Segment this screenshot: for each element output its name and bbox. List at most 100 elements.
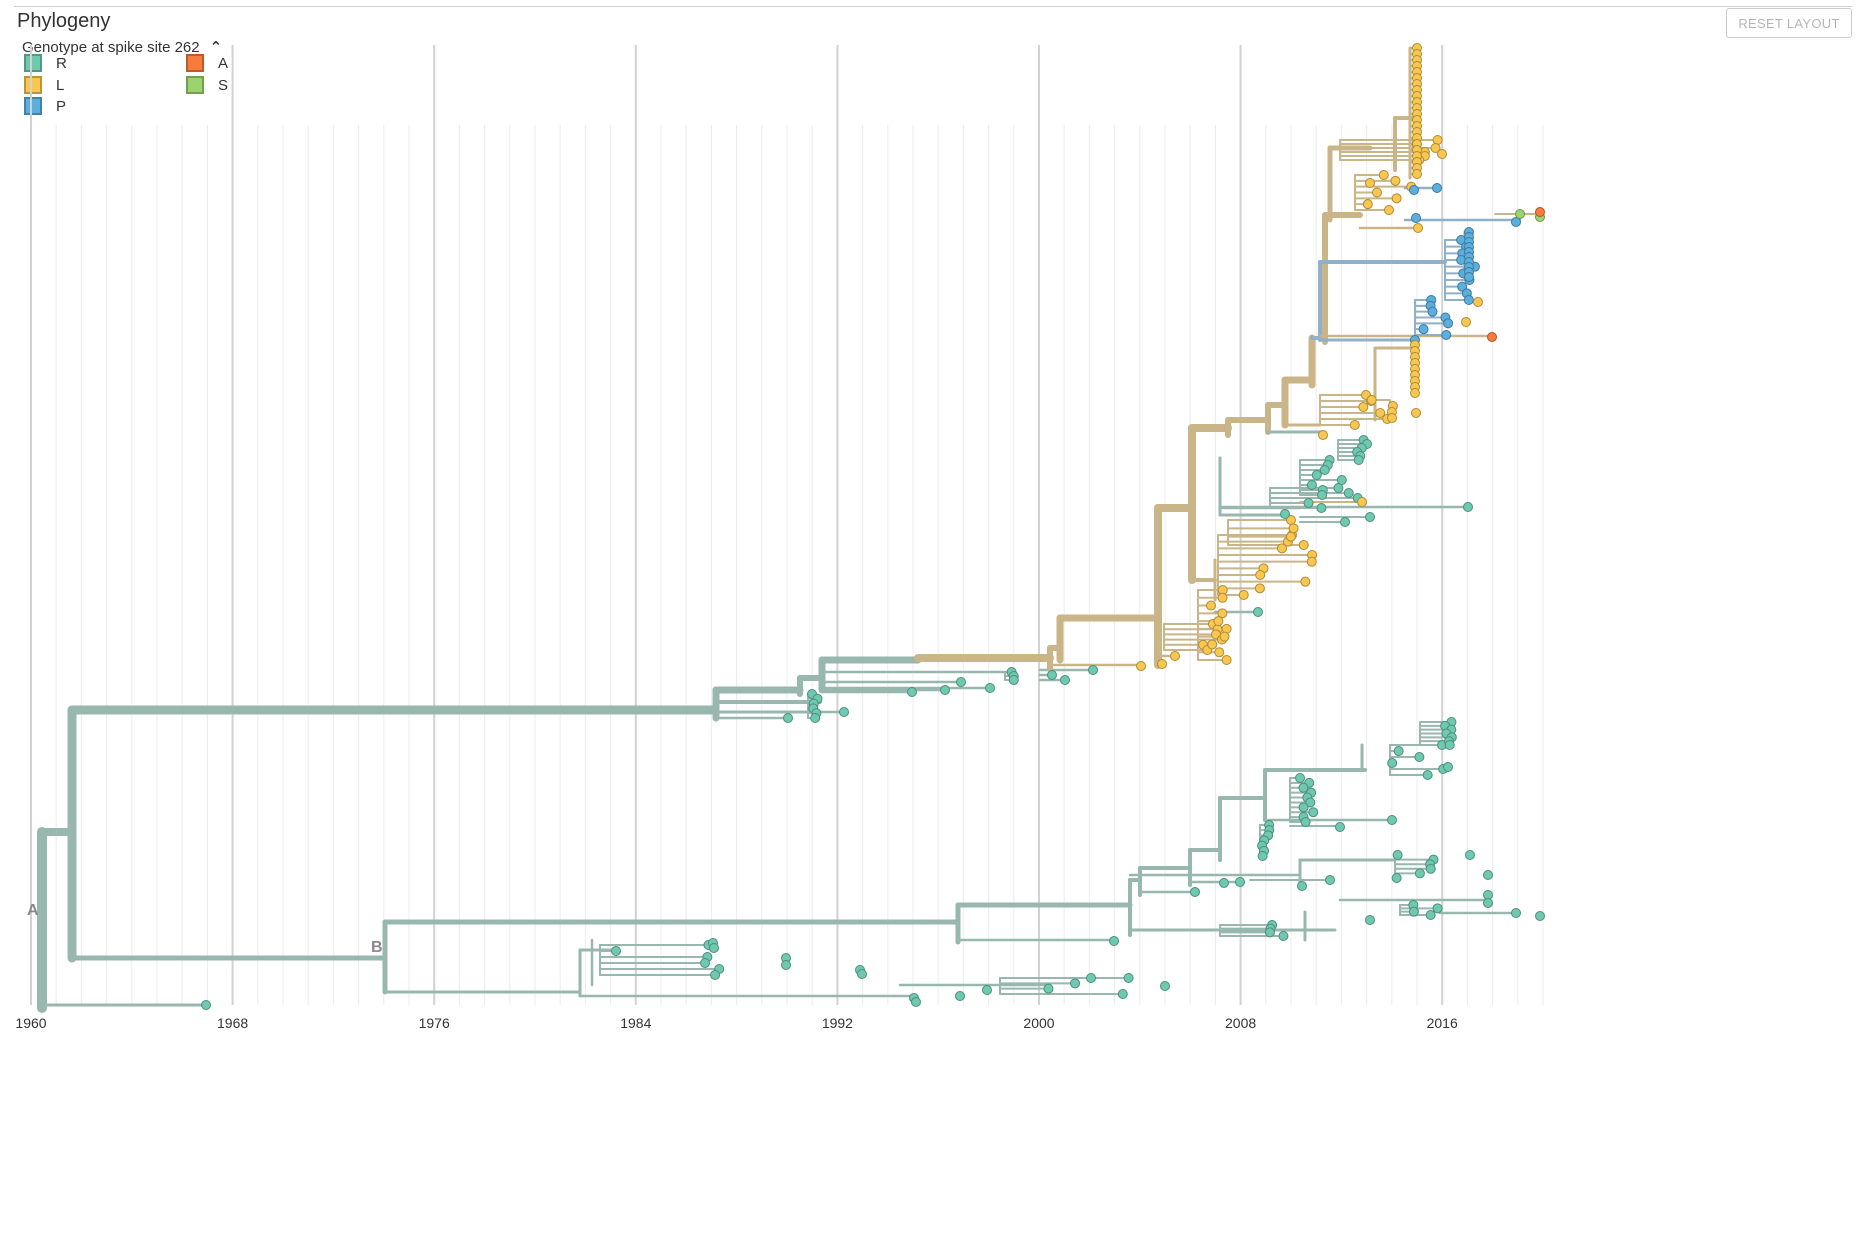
tip-node (1319, 465, 1330, 475)
tip-node (1109, 936, 1119, 946)
tip-node (1295, 773, 1306, 783)
tip-node (1221, 655, 1232, 665)
tip-node (1308, 807, 1319, 818)
legend-swatch-r (24, 54, 42, 72)
time-axis: 1960 1968 1976 1984 1992 2000 2008 2016 (15, 1015, 1458, 1031)
tip-node (1264, 927, 1275, 938)
tip-node (1366, 395, 1377, 405)
legend-item-r[interactable]: R (24, 54, 67, 72)
tip-node (940, 685, 950, 695)
tip-node (1409, 185, 1419, 195)
tip-node (1276, 543, 1287, 554)
clade-labels: AB (27, 902, 383, 956)
tip-node (1213, 616, 1224, 627)
legend-swatch-l (24, 76, 42, 94)
tip-node (1217, 592, 1228, 603)
tip-node (1430, 143, 1441, 153)
legend-label-l: L (56, 76, 65, 94)
axis-tick-label: 1992 (822, 1015, 853, 1031)
legend-swatch-p (24, 97, 42, 115)
tip-node (1437, 149, 1447, 159)
tip-node (1219, 878, 1229, 888)
tip-node (1288, 523, 1299, 534)
tip-node (1353, 455, 1364, 465)
tip-node (1392, 850, 1403, 860)
tip-node (1340, 517, 1350, 527)
panel-title: Phylogeny (17, 10, 111, 32)
axis-tick-label: 2008 (1225, 1015, 1256, 1031)
tip-node (1070, 978, 1081, 989)
tip-node (1060, 675, 1070, 685)
tip-node (1414, 868, 1425, 879)
tip-node (955, 991, 965, 1001)
legend-item-s[interactable]: S (186, 76, 228, 94)
tip-node (1375, 408, 1386, 418)
tip-node (1305, 797, 1316, 808)
tip-node (1463, 502, 1473, 512)
tip-node (810, 713, 821, 723)
tip-node (1285, 531, 1296, 542)
tip-node (1414, 752, 1425, 762)
tip-node (1136, 661, 1146, 671)
legend-item-l[interactable]: L (24, 76, 64, 94)
clade-label: B (371, 939, 383, 956)
tip-node (1410, 388, 1420, 398)
tip-node (1303, 498, 1314, 508)
axis-tick-label: 1960 (15, 1015, 46, 1031)
tip-node (700, 958, 711, 968)
tip-node (1207, 639, 1218, 650)
legend-toggle[interactable]: Genotype at spike site 262 ⌃ (22, 38, 223, 57)
tip-node (1418, 324, 1429, 335)
tip-node (907, 687, 917, 697)
tip-node (1365, 512, 1375, 522)
tip-node (1257, 851, 1268, 861)
tip-node (1427, 306, 1438, 317)
tip-node (1343, 488, 1354, 498)
tip-node (1043, 983, 1054, 994)
tip-node (1383, 205, 1394, 215)
legend-item-a[interactable]: A (186, 54, 228, 72)
reset-layout-button[interactable]: RESET LAYOUT (1726, 8, 1852, 38)
tip-node (982, 985, 992, 995)
tip-node (1443, 318, 1454, 329)
tip-node (1422, 770, 1433, 780)
tip-node (1412, 169, 1422, 179)
tip-node (1441, 330, 1452, 340)
tip-node (857, 969, 867, 979)
tree-branches (37, 46, 1541, 1013)
tip-node (1387, 413, 1398, 423)
tip-node (1390, 175, 1401, 186)
legend-item-p[interactable]: P (24, 97, 66, 115)
axis-tick-label: 1984 (620, 1015, 651, 1031)
tip-node (1306, 556, 1317, 567)
tip-node (1413, 223, 1423, 233)
tip-node (1425, 863, 1436, 874)
tip-node (1444, 740, 1455, 750)
tip-node (1297, 881, 1307, 891)
tip-node (1317, 490, 1328, 500)
tip-node (1487, 332, 1497, 342)
tip-node (709, 943, 719, 953)
tip-node (1365, 178, 1375, 188)
tip-node (1335, 822, 1345, 832)
clade-label: A (27, 902, 39, 919)
tip-node (1190, 887, 1200, 897)
tip-node (1219, 631, 1230, 642)
tip-node (1443, 762, 1453, 772)
tip-node (1300, 817, 1311, 827)
tip-node (911, 997, 921, 1007)
tip-node (839, 707, 849, 717)
tip-node (1336, 475, 1347, 485)
tip-node (1408, 906, 1419, 917)
tip-node (1157, 659, 1167, 669)
chevron-up-icon: ⌃ (209, 39, 223, 56)
tip-node (1217, 608, 1228, 619)
tip-node (1254, 583, 1265, 594)
tip-node (1463, 295, 1474, 305)
tip-node (1318, 430, 1328, 440)
tip-node (1008, 675, 1019, 685)
tip-node (1515, 209, 1525, 219)
tip-node (1371, 187, 1382, 198)
tip-node (1461, 317, 1471, 327)
